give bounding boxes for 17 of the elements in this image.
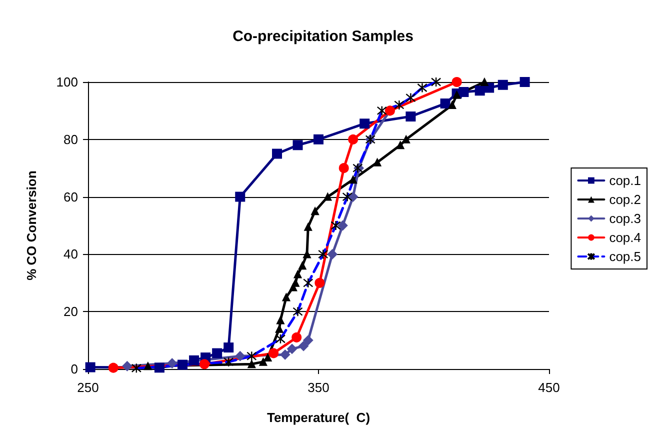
x-tick-label: 250 bbox=[77, 380, 99, 395]
legend-label: cop.3 bbox=[609, 211, 642, 226]
y-tick-label: 0 bbox=[70, 362, 78, 376]
y-tick-label: 20 bbox=[64, 304, 78, 320]
legend-label: cop.1 bbox=[609, 173, 642, 188]
chart-title: Co-precipitation Samples bbox=[232, 28, 414, 45]
x-tick-label: 450 bbox=[538, 380, 560, 395]
x-axis-title: Temperature( C) bbox=[266, 410, 370, 425]
y-tick-label: 60 bbox=[64, 189, 78, 204]
y-tick-label: 80 bbox=[64, 132, 78, 147]
x-tick-label: 350 bbox=[308, 380, 330, 395]
y-tick-label: 40 bbox=[64, 246, 78, 262]
legend-label: cop.5 bbox=[609, 249, 642, 264]
y-tick-label: 100 bbox=[56, 74, 78, 90]
legend-label: cop.2 bbox=[609, 192, 642, 207]
y-axis-title: % CO Conversion bbox=[24, 170, 39, 280]
legend-label: cop.4 bbox=[609, 230, 642, 245]
